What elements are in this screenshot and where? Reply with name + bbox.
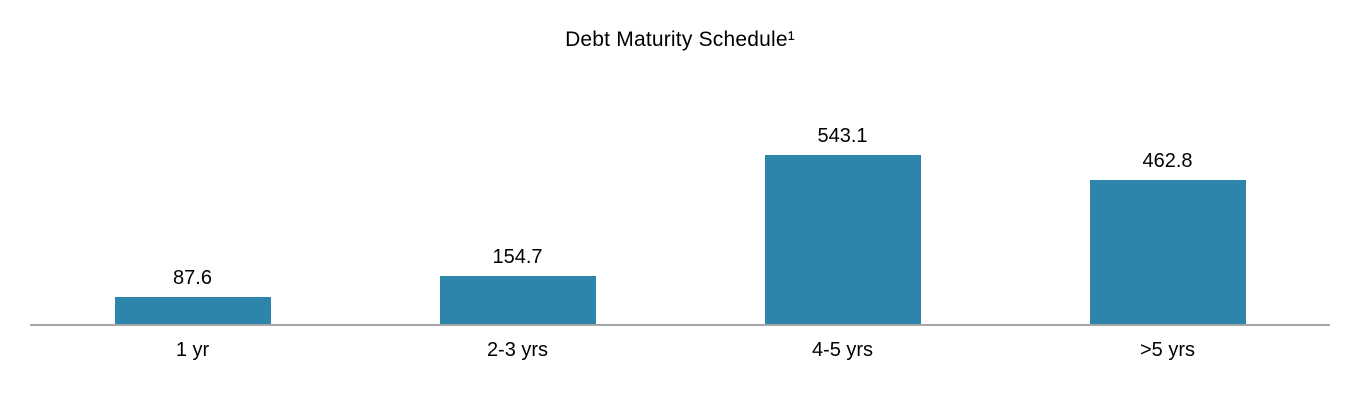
plot-area: 87.6 154.7 543.1 462.8 (30, 84, 1330, 324)
x-axis-labels: 1 yr 2-3 yrs 4-5 yrs >5 yrs (30, 338, 1330, 362)
chart-title: Debt Maturity Schedule¹ (565, 28, 795, 51)
x-axis-tick-label: 1 yr (175, 339, 210, 361)
bar-value-label: 87.6 (173, 267, 212, 289)
x-axis-tick-label: 4-5 yrs (811, 339, 874, 361)
bar-value-label: 543.1 (817, 125, 868, 147)
bar-value-label: 462.8 (1142, 150, 1193, 172)
bar-group: 462.8 (1005, 84, 1330, 324)
bar-group: 87.6 (30, 84, 355, 324)
x-axis-line (30, 324, 1330, 326)
bar (114, 297, 271, 324)
x-axis-tick-label: 2-3 yrs (486, 339, 549, 361)
bar (764, 155, 921, 324)
bar (439, 276, 596, 324)
x-axis-tick-label: >5 yrs (1139, 339, 1196, 361)
bar-group: 543.1 (680, 84, 1005, 324)
bar-value-label: 154.7 (492, 246, 543, 268)
bar-group: 154.7 (355, 84, 680, 324)
bar (1089, 180, 1246, 324)
